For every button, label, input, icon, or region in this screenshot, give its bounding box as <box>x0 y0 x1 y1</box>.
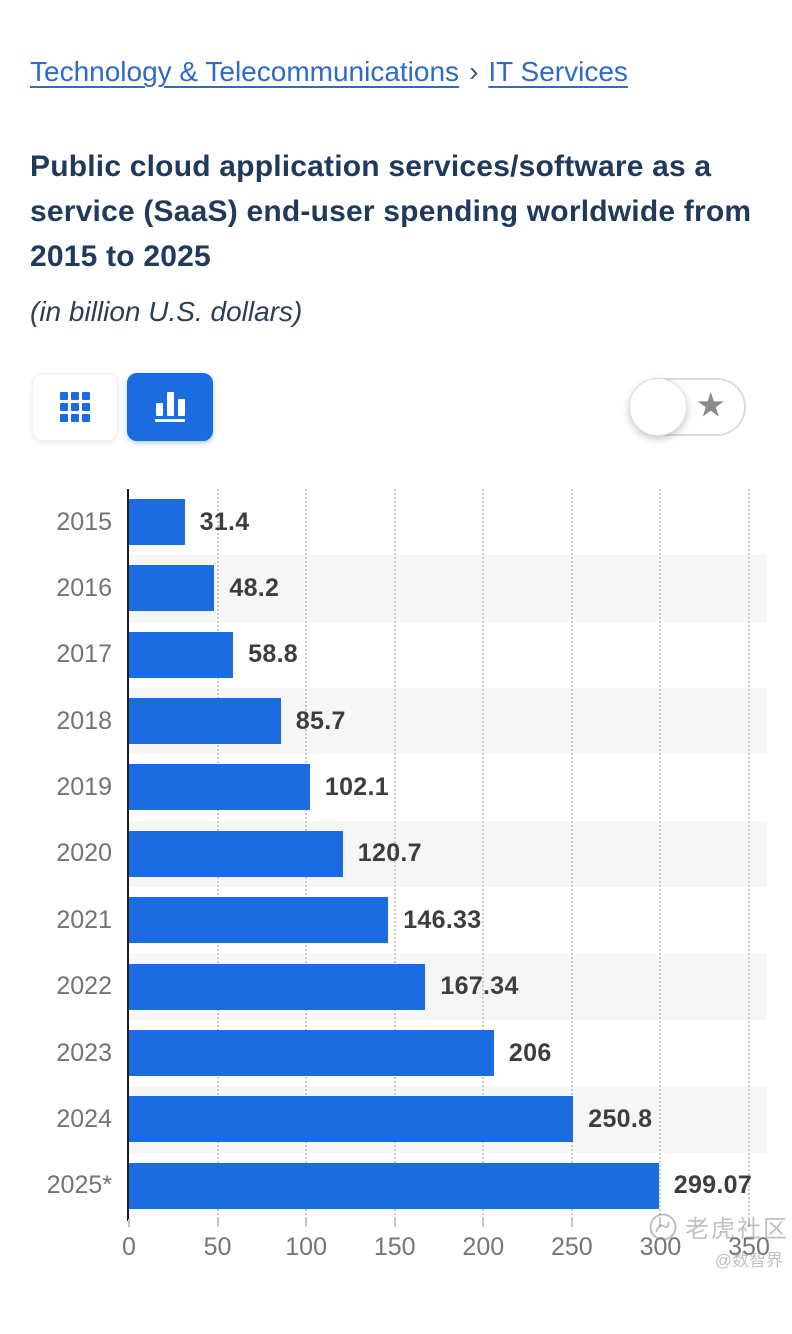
bar-chart-icon <box>155 392 185 422</box>
bar[interactable] <box>129 963 426 1010</box>
axis-tick <box>128 1219 130 1227</box>
bar[interactable] <box>129 1029 494 1076</box>
axis-tick <box>305 1219 308 1227</box>
chart-row: 2017 58.8 <box>0 622 792 688</box>
chart-view-button[interactable] <box>127 373 213 441</box>
x-axis-label: 300 <box>639 1233 682 1261</box>
axis-tick <box>216 1219 219 1227</box>
bar[interactable] <box>129 1096 574 1143</box>
y-axis-label: 2020 <box>56 839 112 868</box>
x-axis-label: 0 <box>122 1233 136 1261</box>
chart-row: 2022 167.34 <box>0 954 792 1020</box>
star-icon: ★ <box>695 386 726 425</box>
chart-row: 2018 85.7 <box>0 688 792 754</box>
y-axis-label: 2022 <box>56 972 112 1001</box>
favorite-toggle[interactable]: ★ <box>629 378 746 436</box>
bar-value-label: 31.4 <box>199 507 250 536</box>
x-axis-label: 150 <box>373 1233 416 1261</box>
breadcrumb-separator: › <box>469 56 479 87</box>
bar[interactable] <box>129 631 234 678</box>
bar-value-label: 167.34 <box>440 972 519 1001</box>
bar-value-label: 85.7 <box>295 706 346 735</box>
bar-value-label: 250.8 <box>588 1104 653 1133</box>
axis-tick <box>482 1219 485 1227</box>
bar-value-label: 102.1 <box>324 773 389 802</box>
y-axis-label: 2021 <box>56 905 112 934</box>
y-axis-label: 2024 <box>56 1104 112 1133</box>
toggle-knob <box>629 378 687 436</box>
bar[interactable] <box>129 764 310 811</box>
y-axis-label: 2017 <box>56 640 112 669</box>
chart-row: 2025* 299.07 <box>0 1153 792 1219</box>
x-axis-label: 200 <box>462 1233 505 1261</box>
y-axis-label: 2023 <box>56 1038 112 1067</box>
bar[interactable] <box>129 897 389 944</box>
bar-value-label: 206 <box>508 1038 552 1067</box>
chart-row: 2019 102.1 <box>0 754 792 820</box>
page-title: Public cloud application services/softwa… <box>30 150 752 273</box>
bar[interactable] <box>129 499 185 545</box>
y-axis-label: 2025* <box>46 1171 112 1200</box>
x-axis-label: 350 <box>728 1233 770 1261</box>
chart-row: 2024 250.8 <box>0 1086 792 1152</box>
breadcrumb-link-subcategory[interactable]: IT Services <box>488 56 628 87</box>
breadcrumb-link-category[interactable]: Technology & Telecommunications <box>30 56 460 87</box>
chart-row: 2015 31.4 <box>0 489 792 555</box>
bar[interactable] <box>129 565 215 612</box>
bar-value-label: 146.33 <box>403 905 482 934</box>
breadcrumb: Technology & Telecommunications › IT Servi… <box>30 54 762 90</box>
bar-value-label: 299.07 <box>673 1171 753 1200</box>
x-axis-label: 250 <box>550 1233 593 1261</box>
bar[interactable] <box>129 698 281 745</box>
chart-row: 2021 146.33 <box>0 887 792 953</box>
bar-value-label: 120.7 <box>357 839 422 868</box>
plot-rows: 2015 31.4 2016 48.2 2017 58.8 2018 85.7 2019 102.… <box>0 489 792 1219</box>
bar-chart: 2015 31.4 2016 48.2 2017 58.8 2018 85.7 2019 102.… <box>0 489 792 1275</box>
bar[interactable] <box>129 1162 659 1209</box>
y-axis-label: 2019 <box>56 773 112 802</box>
bar[interactable] <box>129 830 343 877</box>
axis-tick <box>570 1219 573 1227</box>
x-axis: 0 50 100 150 200 250 300 350 <box>0 1219 792 1275</box>
page-subtitle: (in billion U.S. dollars) <box>30 296 303 327</box>
bar-value-label: 58.8 <box>248 640 299 669</box>
chart-row: 2020 120.7 <box>0 821 792 887</box>
chart-row: 2016 48.2 <box>0 555 792 621</box>
chart-row: 2023 206 <box>0 1020 792 1086</box>
view-controls: ★ <box>32 372 746 442</box>
axis-tick <box>748 1219 750 1227</box>
bar-value-label: 48.2 <box>229 574 280 603</box>
y-axis-label: 2015 <box>56 507 112 536</box>
table-view-button[interactable] <box>32 373 118 441</box>
y-axis-label: 2016 <box>56 574 112 603</box>
axis-tick <box>393 1219 396 1227</box>
x-axis-label: 100 <box>285 1233 327 1261</box>
x-axis-label: 50 <box>203 1233 232 1261</box>
grid-icon <box>60 392 90 422</box>
y-axis-label: 2018 <box>56 706 112 735</box>
axis-tick <box>659 1219 662 1227</box>
